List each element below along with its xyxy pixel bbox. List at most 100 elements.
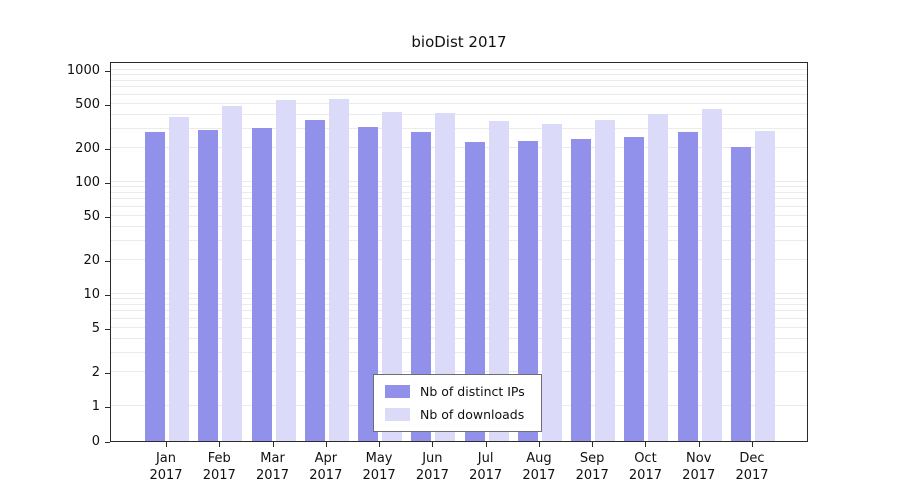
y-axis-tick [105, 295, 110, 296]
gridline [111, 69, 807, 70]
bar-distinct-ips [677, 131, 698, 441]
bar-distinct-ips [358, 126, 379, 441]
legend-swatch-downloads [385, 408, 410, 421]
y-axis-tick-label: 5 [91, 320, 100, 336]
gridline [111, 113, 807, 115]
y-axis-tick [105, 329, 110, 330]
bar-distinct-ips [624, 137, 645, 441]
gridline [111, 191, 807, 193]
chart-title: bioDist 2017 [411, 33, 507, 51]
bar-downloads [382, 111, 403, 441]
gridline [111, 102, 807, 104]
x-axis-tick-label: Jul 2017 [469, 451, 503, 483]
plot-area: Nb of distinct IPs Nb of downloads [110, 62, 808, 442]
gridline [111, 259, 807, 261]
bar-downloads [328, 99, 349, 441]
x-axis-tick-label: Jan 2017 [149, 451, 183, 483]
bar-downloads [275, 100, 296, 441]
gridline [111, 198, 807, 200]
bar-distinct-ips [251, 127, 272, 441]
bar-distinct-ips [464, 141, 485, 441]
legend-swatch-distinct-ips [385, 385, 410, 398]
gridline [111, 93, 807, 95]
bar-downloads [541, 123, 562, 441]
bar-distinct-ips [517, 141, 538, 441]
y-axis-tick [105, 442, 110, 443]
legend-label: Nb of downloads [420, 407, 525, 422]
gridline [111, 74, 807, 76]
gridline [111, 239, 807, 241]
y-axis-tick [105, 149, 110, 150]
bar-downloads [488, 121, 509, 441]
legend-item: Nb of downloads [385, 407, 525, 422]
gridline [111, 310, 807, 312]
gridline [111, 326, 807, 328]
x-axis-tick [166, 442, 167, 447]
bar-distinct-ips [731, 146, 751, 441]
bar-downloads [595, 119, 616, 441]
gridline [111, 371, 807, 373]
x-axis-tick [698, 442, 700, 447]
x-axis-tick-label: Jun 2017 [415, 451, 449, 483]
legend-label: Nb of distinct IPs [420, 384, 525, 399]
y-axis-tick-label: 1000 [66, 63, 100, 78]
y-axis-tick [105, 183, 110, 184]
legend: Nb of distinct IPs Nb of downloads [373, 374, 542, 432]
legend-item: Nb of distinct IPs [385, 384, 525, 399]
x-axis-tick [592, 442, 594, 447]
x-axis-tick [752, 442, 753, 447]
x-axis-tick-label: Mar 2017 [255, 451, 290, 483]
x-axis-tick [432, 442, 434, 447]
gridline [111, 186, 807, 188]
x-axis-tick-label: Sep 2017 [575, 451, 609, 483]
y-axis-tick [105, 71, 110, 72]
bar-distinct-ips [411, 131, 432, 441]
x-axis-tick [485, 442, 487, 447]
gridline [111, 225, 807, 227]
bar-distinct-ips [198, 130, 219, 441]
x-axis-tick [379, 442, 381, 447]
bar-downloads [755, 130, 775, 441]
gridline [111, 79, 807, 81]
y-axis-tick-label: 2 [91, 365, 100, 381]
y-axis-tick [105, 217, 110, 218]
bar-distinct-ips [304, 119, 325, 441]
y-axis-tick-label: 50 [83, 208, 100, 224]
x-axis-tick [325, 442, 327, 447]
y-axis-tick [105, 261, 110, 262]
x-axis-tick-label: May 2017 [362, 451, 396, 483]
x-axis-tick [538, 442, 540, 447]
gridline [111, 317, 807, 319]
gridline [111, 303, 807, 305]
x-axis-tick [645, 442, 647, 447]
y-axis-tick-label: 1 [91, 399, 100, 414]
gridline [111, 214, 807, 216]
bar-downloads [222, 105, 243, 441]
y-axis-tick-label: 200 [75, 141, 100, 157]
x-axis-tick-label: Dec 2017 [735, 451, 769, 483]
gridline [111, 127, 807, 129]
gridline [111, 337, 807, 339]
x-axis-tick-label: Nov 2017 [682, 451, 716, 483]
gridline [111, 293, 807, 294]
bar-downloads [648, 113, 669, 441]
gridline [111, 181, 807, 182]
gridline [111, 351, 807, 353]
x-axis-tick-label: Aug 2017 [522, 451, 556, 483]
y-axis-tick-label: 10 [83, 287, 100, 302]
x-axis-tick [272, 442, 274, 447]
bar-downloads [435, 113, 456, 441]
y-axis-tick-label: 100 [75, 175, 100, 190]
gridline [111, 205, 807, 207]
x-axis-tick [219, 442, 221, 447]
bar-distinct-ips [571, 139, 592, 441]
gridline [111, 298, 807, 300]
y-axis-tick-label: 0 [91, 434, 100, 449]
bar-downloads [701, 109, 722, 441]
x-axis-tick-label: Feb 2017 [202, 451, 236, 483]
y-axis-tick-label: 20 [83, 253, 100, 269]
y-axis-tick-label: 500 [75, 96, 100, 112]
y-axis-tick [105, 105, 110, 106]
x-axis-tick-label: Oct 2017 [628, 451, 662, 483]
